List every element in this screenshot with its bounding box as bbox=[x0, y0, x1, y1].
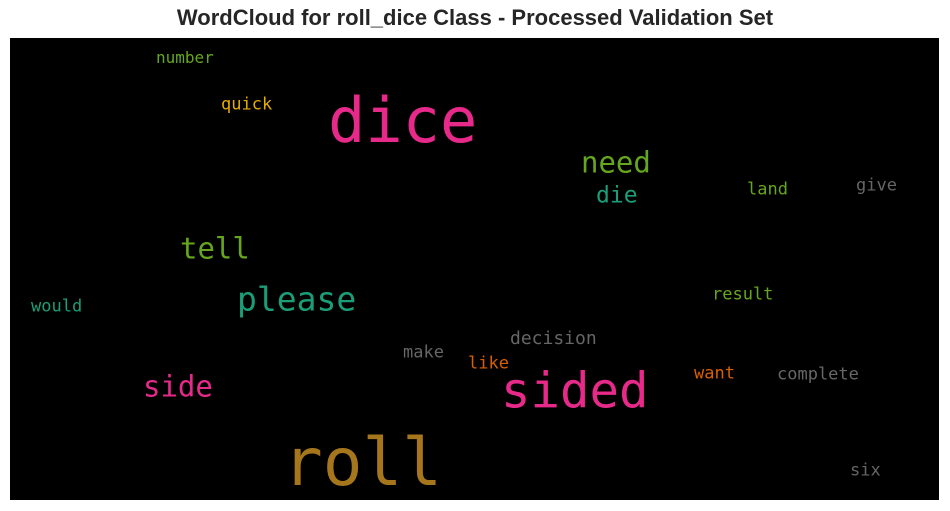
word-want: want bbox=[694, 363, 735, 384]
word-result: result bbox=[712, 284, 774, 305]
word-complete: complete bbox=[777, 364, 859, 385]
word-roll: roll bbox=[283, 424, 442, 500]
word-decision: decision bbox=[510, 328, 597, 349]
word-die: die bbox=[596, 182, 638, 209]
word-like: like bbox=[468, 353, 509, 374]
word-please: please bbox=[237, 279, 357, 319]
word-make: make bbox=[403, 342, 444, 363]
word-number: number bbox=[156, 48, 214, 67]
word-sided: sided bbox=[501, 362, 649, 420]
word-tell: tell bbox=[180, 231, 250, 266]
word-give: give bbox=[856, 175, 897, 196]
chart-title: WordCloud for roll_dice Class - Processe… bbox=[176, 5, 774, 30]
word-quick: quick bbox=[221, 94, 273, 115]
word-six: six bbox=[850, 460, 881, 481]
word-land: land bbox=[747, 179, 788, 200]
word-would: would bbox=[31, 296, 83, 317]
word-side: side bbox=[143, 369, 213, 404]
word-need: need bbox=[581, 145, 651, 180]
wordcloud-canvas: roll dice sided please need tell side di… bbox=[10, 38, 939, 500]
word-dice: dice bbox=[328, 84, 478, 157]
